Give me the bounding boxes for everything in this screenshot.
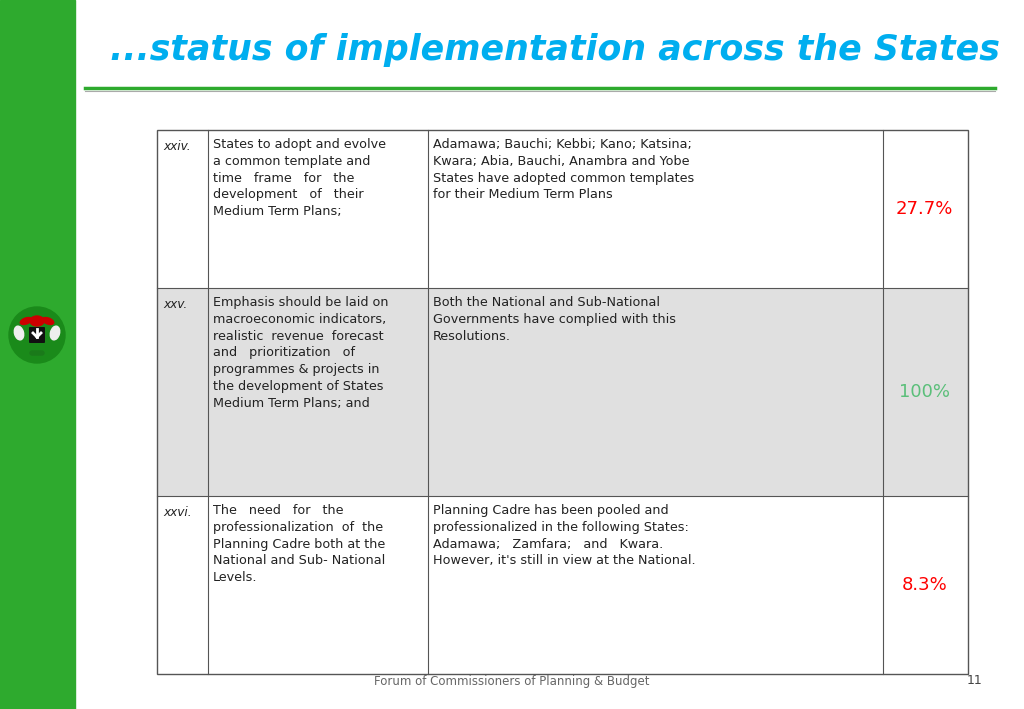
Text: Emphasis should be laid on
macroeconomic indicators,
realistic  revenue  forecas: Emphasis should be laid on macroeconomic… bbox=[213, 296, 388, 410]
Text: States to adopt and evolve
a common template and
time   frame   for   the
develo: States to adopt and evolve a common temp… bbox=[213, 138, 386, 218]
Bar bbox=[157, 496, 968, 674]
Text: The   need   for   the
professionalization  of  the
Planning Cadre both at the
N: The need for the professionalization of … bbox=[213, 504, 385, 584]
Circle shape bbox=[40, 351, 44, 355]
Ellipse shape bbox=[50, 326, 59, 340]
Ellipse shape bbox=[42, 318, 53, 325]
Text: Both the National and Sub-National
Governments have complied with this
Resolutio: Both the National and Sub-National Gover… bbox=[433, 296, 676, 342]
Bar bbox=[0, 0, 75, 709]
Text: 27.7%: 27.7% bbox=[896, 200, 953, 218]
Circle shape bbox=[36, 351, 40, 355]
FancyBboxPatch shape bbox=[29, 327, 45, 343]
Circle shape bbox=[38, 351, 42, 355]
Circle shape bbox=[34, 351, 38, 355]
Text: xxvi.: xxvi. bbox=[163, 506, 191, 519]
Ellipse shape bbox=[30, 316, 44, 326]
Ellipse shape bbox=[14, 326, 24, 340]
Bar bbox=[157, 130, 968, 674]
Text: 8.3%: 8.3% bbox=[901, 576, 947, 594]
Text: 100%: 100% bbox=[899, 383, 950, 401]
Circle shape bbox=[30, 351, 34, 355]
Text: Planning Cadre has been pooled and
professionalized in the following States:
Ada: Planning Cadre has been pooled and profe… bbox=[433, 504, 695, 567]
Text: Adamawa; Bauchi; Kebbi; Kano; Katsina;
Kwara; Abia, Bauchi, Anambra and Yobe
Sta: Adamawa; Bauchi; Kebbi; Kano; Katsina; K… bbox=[433, 138, 694, 201]
Bar bbox=[157, 288, 968, 496]
Circle shape bbox=[32, 351, 36, 355]
Text: Forum of Commissioners of Planning & Budget: Forum of Commissioners of Planning & Bud… bbox=[374, 674, 650, 688]
Ellipse shape bbox=[20, 318, 32, 325]
Text: xxv.: xxv. bbox=[163, 298, 187, 311]
Text: ...status of implementation across the States: ...status of implementation across the S… bbox=[110, 33, 1000, 67]
Circle shape bbox=[9, 307, 65, 363]
Text: xxiv.: xxiv. bbox=[163, 140, 190, 153]
Bar bbox=[157, 130, 968, 288]
Text: 11: 11 bbox=[967, 674, 983, 688]
